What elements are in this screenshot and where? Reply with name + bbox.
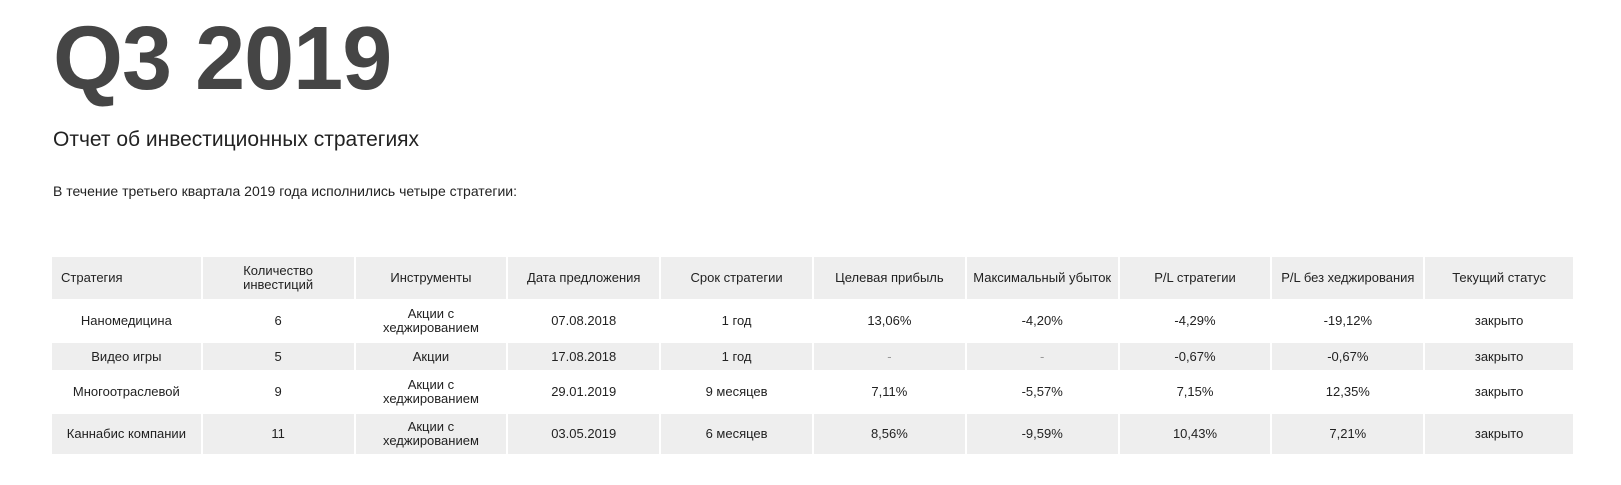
cell-offer-date: 07.08.2018 [551,313,617,328]
report-subtitle: Отчет об инвестиционных стратегиях [53,128,420,151]
cell-target-profit: - [813,343,965,370]
header-pl-unhedged: P/L без хеджирования [1272,257,1424,299]
cell-offer-date: 17.08.2018 [508,343,660,370]
cell-investment-count: 6 [274,313,282,328]
cell-strategy-term: 1 год [661,343,812,370]
cell-instruments: Акции [355,343,507,370]
cell-offer-date: 03.05.2019 [508,414,660,454]
cell-investment-count: 5 [202,343,354,370]
cell-instruments: Акции с хеджированием [382,377,479,406]
cell-strategy-term: 9 месяцев [705,384,768,399]
header-strategy-term: Срок стратегии [661,257,812,299]
cell-strategy: Наномедицина [80,313,172,328]
header-offer-date: Дата предложения [508,257,660,299]
cell-max-loss: -9,59% [966,414,1118,454]
cell-pl-unhedged: -19,12% [1323,313,1373,328]
cell-investment-count: 9 [274,384,282,399]
cell-pl-unhedged: -0,67% [1272,343,1424,370]
cell-target-profit: 8,56% [813,414,965,454]
cell-target-profit: 7,11% [871,384,908,399]
cell-max-loss: -4,20% [1021,313,1063,328]
table-row: Многоотраслевой 9 Акции с хеджированием … [52,372,1573,412]
cell-offer-date: 29.01.2019 [551,384,617,399]
intro-text: В течение третьего квартала 2019 года ис… [53,183,517,199]
header-max-loss: Максимальный убыток [966,257,1118,299]
header-target-profit: Целевая прибыль [813,257,965,299]
page-title: Q3 2019 [53,9,392,109]
cell-strategy: Многоотраслевой [72,384,180,399]
cell-current-status: закрыто [1425,414,1573,454]
table-row: Каннабис компании 11 Акции с хеджировани… [52,414,1573,454]
cell-strategy-pl: -4,29% [1174,313,1216,328]
cell-current-status: закрыто [1474,384,1524,399]
cell-strategy-pl: -0,67% [1119,343,1271,370]
header-current-status: Текущий статус [1425,257,1573,299]
cell-current-status: закрыто [1425,343,1573,370]
cell-strategy-term: 6 месяцев [661,414,812,454]
cell-target-profit: 13,06% [867,313,912,328]
header-strategy-pl: P/L стратегии [1119,257,1271,299]
cell-instruments: Акции с хеджированием [355,414,507,454]
table-header-row: Стратегия Количество инвестиций Инструме… [52,257,1573,299]
table-row: Наномедицина 6 Акции с хеджированием 07.… [52,301,1573,341]
cell-strategy: Видео игры [52,343,201,370]
cell-pl-unhedged: 12,35% [1325,384,1370,399]
cell-current-status: закрыто [1474,313,1524,328]
table-row: Видео игры 5 Акции 17.08.2018 1 год - - … [52,343,1573,370]
cell-max-loss: - [966,343,1118,370]
cell-strategy: Каннабис компании [52,414,201,454]
strategies-table: Стратегия Количество инвестиций Инструме… [50,255,1575,456]
cell-strategy-pl: 10,43% [1119,414,1271,454]
cell-strategy-pl: 7,15% [1176,384,1214,399]
header-investment-count: Количество инвестиций [202,257,354,299]
header-strategy: Стратегия [52,257,201,299]
cell-strategy-term: 1 год [721,313,752,328]
cell-instruments: Акции с хеджированием [382,306,479,335]
cell-max-loss: -5,57% [1021,384,1063,399]
header-instruments: Инструменты [355,257,507,299]
cell-investment-count: 11 [202,414,354,454]
cell-pl-unhedged: 7,21% [1272,414,1424,454]
